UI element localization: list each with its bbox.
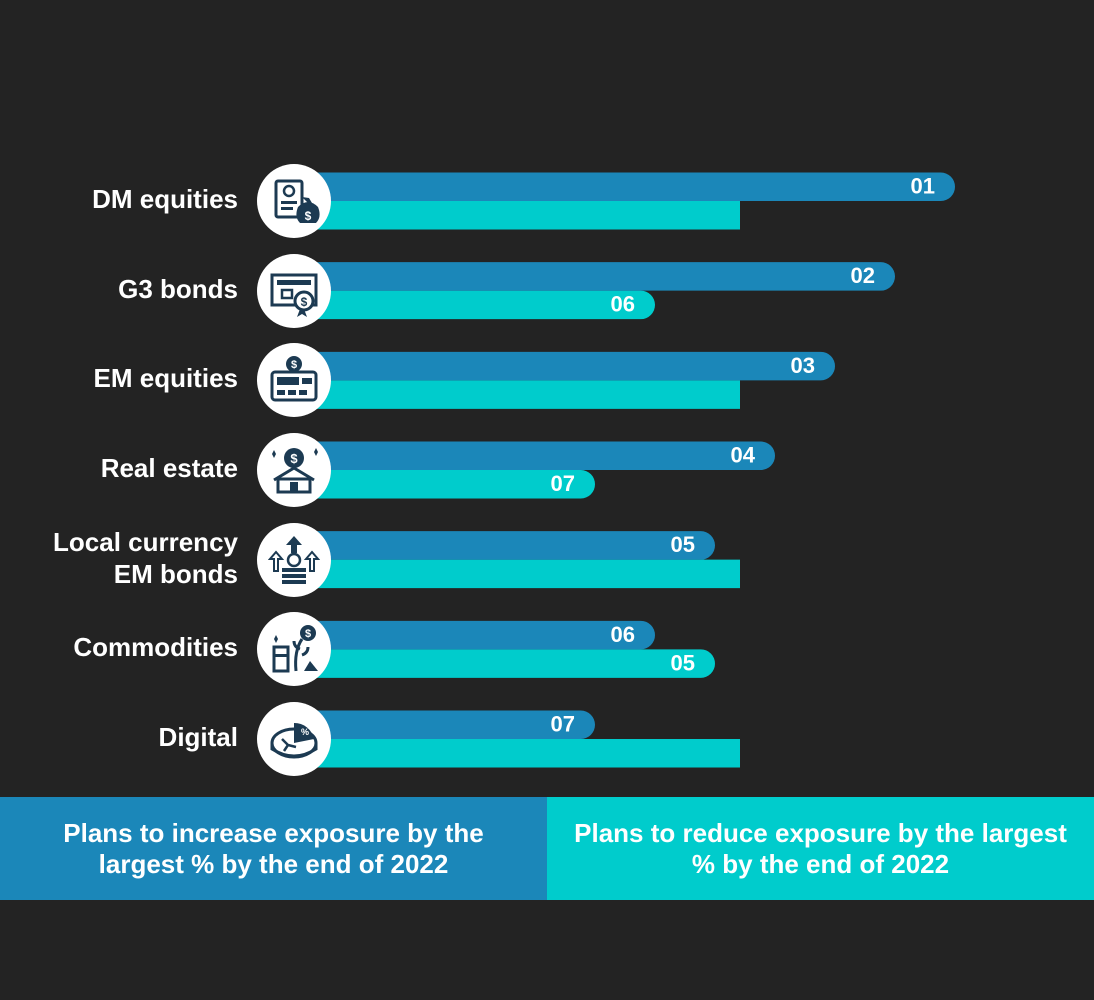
bar-increase-3 [294, 441, 775, 471]
bar-reduce-label-3: 07 [551, 471, 575, 496]
legend-increase: Plans to increase exposure by the larges… [0, 797, 547, 900]
category-label: EM equities [93, 363, 238, 394]
stock-ticker-icon: $ [257, 343, 331, 418]
real-estate-investment-icon: $ [257, 433, 331, 507]
bar-reduce-0 [294, 201, 740, 230]
bar-increase-1 [294, 262, 895, 291]
bar-reduce-4 [294, 559, 740, 589]
bar-chart: 01 06 02 03 07 04 05 05 06 07 [294, 172, 956, 768]
bar-reduce-2 [294, 380, 740, 409]
legend-reduce: Plans to reduce exposure by the largest … [547, 797, 1094, 900]
bar-increase-label-6: 07 [551, 712, 575, 737]
currency-growth-icon [257, 522, 331, 597]
svg-text:%: % [301, 727, 309, 737]
bar-reduce-1 [294, 290, 655, 320]
bar-increase-label-0: 01 [911, 174, 935, 199]
certificate-money-bag-icon: $ [257, 164, 331, 238]
bar-increase-label-3: 04 [731, 443, 756, 468]
category-label: DM equities [92, 184, 238, 214]
bar-reduce-5 [294, 649, 715, 678]
bar-reduce-label-5: 05 [671, 650, 695, 675]
legend-increase-text: Plans to increase exposure by the larges… [63, 817, 484, 879]
bar-increase-0 [294, 172, 956, 201]
category-label: Commodities [73, 632, 238, 663]
bar-increase-4 [294, 531, 715, 560]
bar-reduce-6 [294, 739, 740, 768]
category-label: Local currency EM bonds [53, 526, 238, 589]
bar-increase-label-4: 05 [671, 532, 695, 557]
legend-reduce-text: Plans to reduce exposure by the largest … [574, 817, 1067, 879]
svg-text:$: $ [291, 359, 297, 371]
category-label: Digital [158, 722, 238, 753]
svg-text:$: $ [290, 451, 298, 466]
bar-reduce-label-1: 06 [611, 292, 635, 317]
svg-text:$: $ [305, 209, 312, 223]
bar-increase-label-5: 06 [611, 622, 635, 647]
bond-certificate-icon: $ [257, 253, 331, 328]
bar-increase-label-1: 02 [851, 263, 875, 288]
bar-increase-2 [294, 351, 835, 381]
digital-pie-chart-icon: % [257, 702, 331, 777]
bar-increase-5 [294, 620, 655, 650]
svg-text:$: $ [301, 295, 308, 309]
bar-increase-label-2: 03 [791, 353, 815, 378]
commodities-icon: $ [257, 612, 331, 687]
bar-reduce-3 [294, 470, 595, 499]
category-label: G3 bonds [118, 273, 238, 304]
bar-increase-6 [294, 710, 595, 740]
category-label: Real estate [100, 453, 238, 483]
svg-text:$: $ [305, 628, 311, 640]
